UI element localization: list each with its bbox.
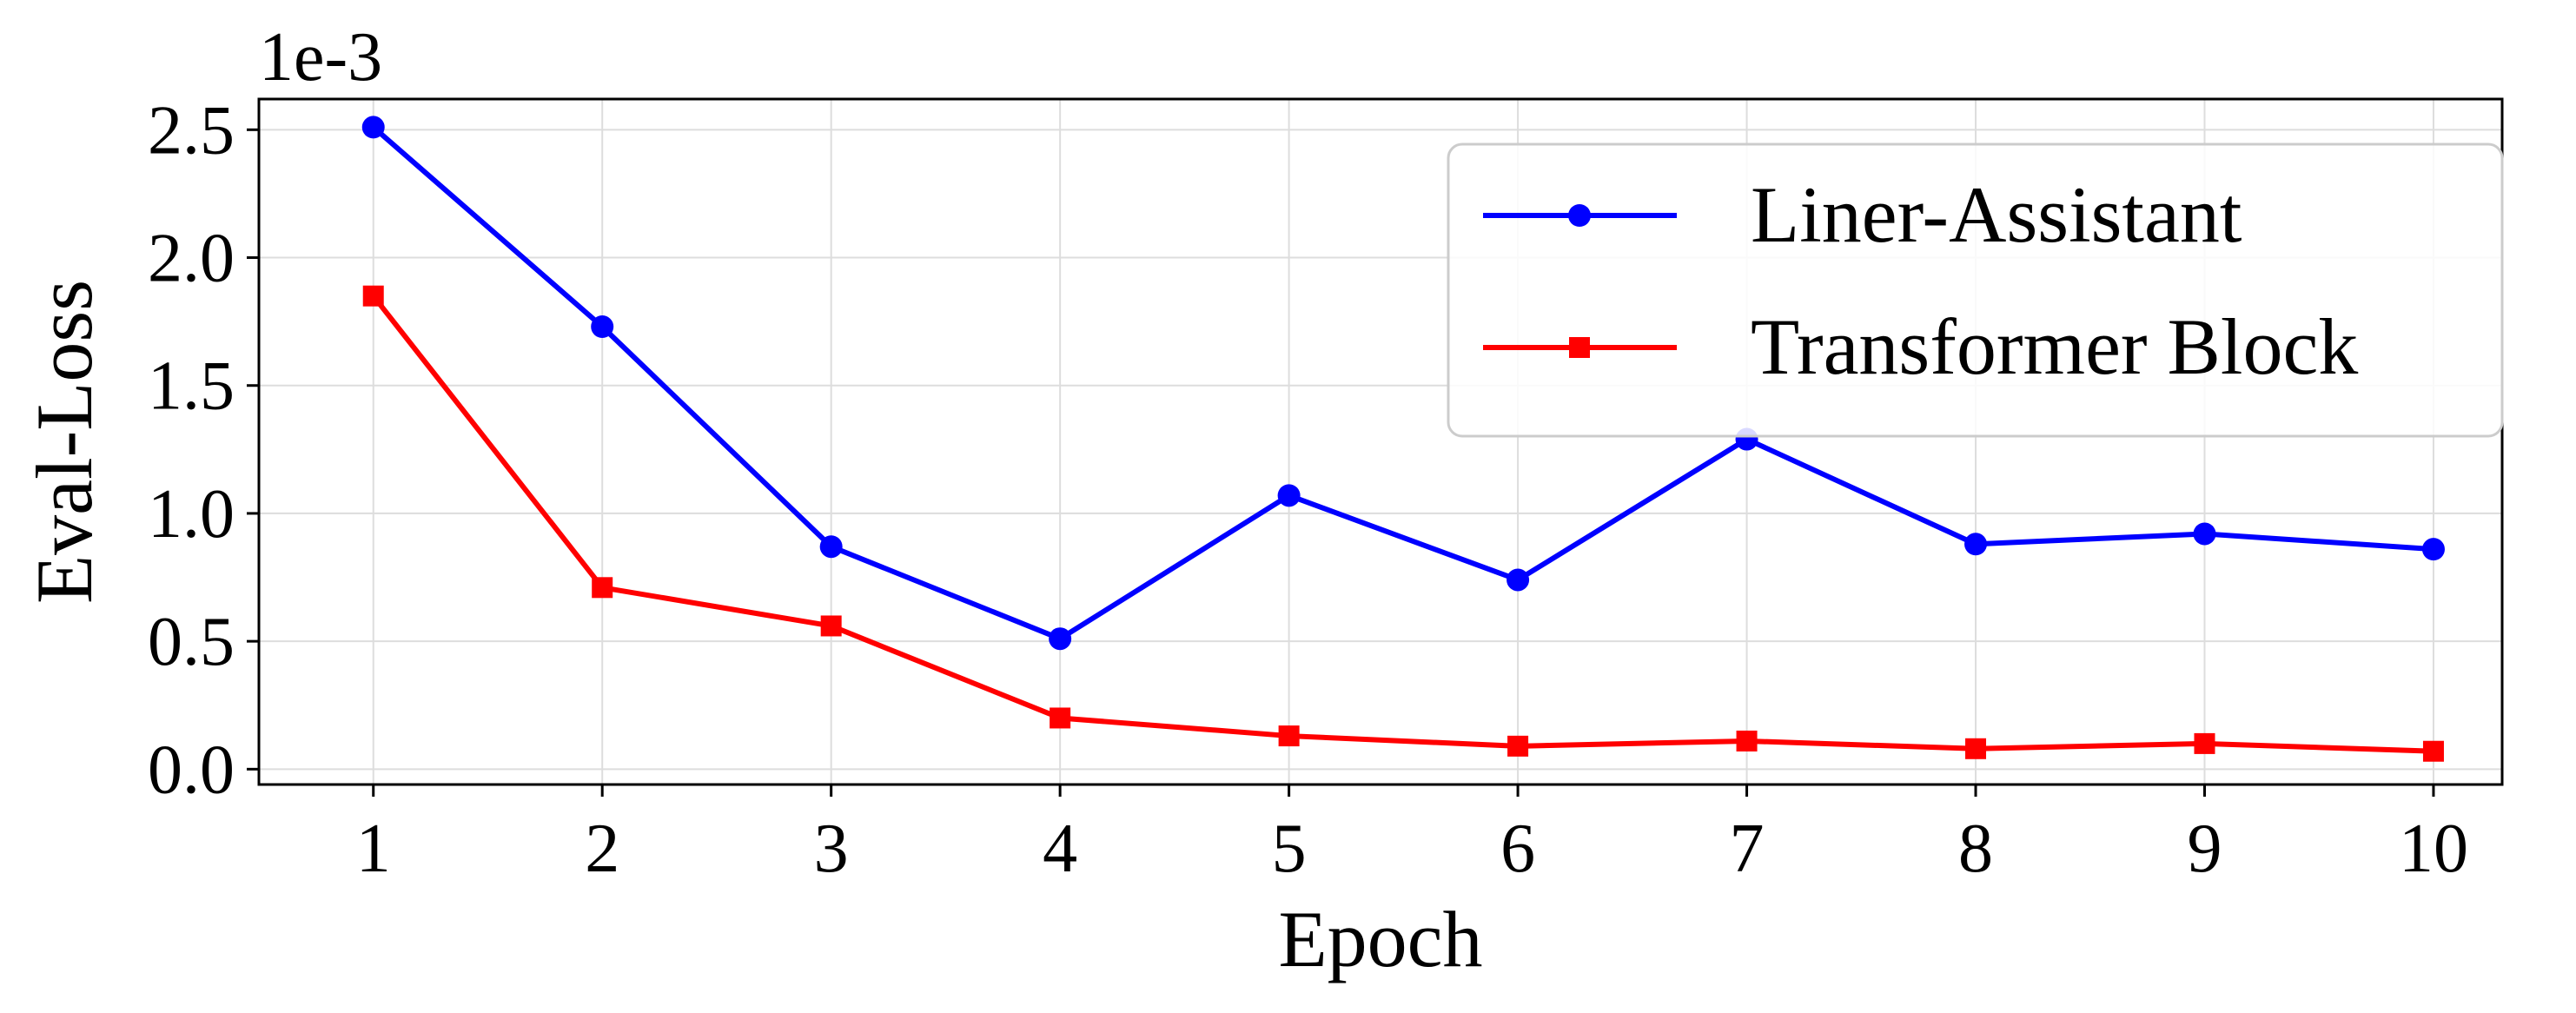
x-tick-label: 10 [2399, 811, 2468, 887]
x-tick-label: 6 [1500, 811, 1535, 887]
series-circle [361, 116, 2445, 651]
data-point [1050, 707, 1071, 729]
legend-entry: Liner-Assistant [1483, 170, 2242, 259]
legend-swatch-marker [1569, 337, 1590, 358]
data-point [1277, 484, 1301, 507]
data-point [1965, 738, 1987, 759]
data-point [361, 116, 385, 139]
data-point [2193, 522, 2216, 546]
series-square [362, 285, 2444, 762]
x-tick-label: 1 [356, 811, 391, 887]
y-tick-label: 1.5 [148, 348, 235, 425]
data-point [592, 577, 613, 599]
legend-entry: Transformer Block [1483, 302, 2358, 391]
legend: Liner-Assistant Transformer Block [1447, 142, 2504, 438]
plot-frame [257, 97, 2504, 786]
data-point [1507, 568, 1530, 592]
x-tick-label: 8 [1958, 811, 1993, 887]
data-point [2422, 740, 2444, 762]
legend-label: Liner-Assistant [1751, 170, 2242, 259]
y-tick-label: 0.0 [148, 732, 235, 808]
y-multiplier-label: 1e-3 [259, 19, 382, 96]
data-point [819, 535, 843, 559]
legend-box [1447, 142, 2504, 438]
data-point [2194, 732, 2215, 754]
x-tick-label: 9 [2187, 811, 2222, 887]
y-tick-label: 1.0 [148, 476, 235, 553]
legend-label: Transformer Block [1751, 302, 2358, 391]
series-line [371, 294, 2434, 754]
series-group [361, 116, 2445, 762]
legend-swatch-marker [1568, 204, 1591, 227]
y-axis-title: Eval-Loss [20, 280, 109, 604]
data-point [1049, 627, 1072, 651]
x-tick-label: 2 [585, 811, 619, 887]
data-point [1964, 533, 1988, 556]
x-tick-label: 4 [1043, 811, 1077, 887]
x-axis-title: Epoch [1278, 895, 1482, 983]
data-point [362, 285, 384, 307]
axis-ticks: 1 2 3 4 5 6 7 8 9 10 0.0 0.5 1.0 1.5 2.0 2.5 [148, 92, 2468, 887]
y-tick-label: 2.0 [148, 221, 235, 297]
y-tick-label: 2.5 [148, 92, 235, 169]
data-point [2421, 538, 2445, 561]
data-point [1278, 725, 1300, 747]
data-point [1736, 730, 1758, 751]
series-line [371, 125, 2434, 642]
x-tick-label: 5 [1272, 811, 1307, 887]
data-point [1507, 735, 1529, 757]
x-tick-label: 3 [814, 811, 849, 887]
data-point [820, 615, 842, 637]
data-point [591, 315, 614, 339]
x-tick-label: 7 [1730, 811, 1765, 887]
y-tick-label: 0.5 [148, 604, 235, 680]
